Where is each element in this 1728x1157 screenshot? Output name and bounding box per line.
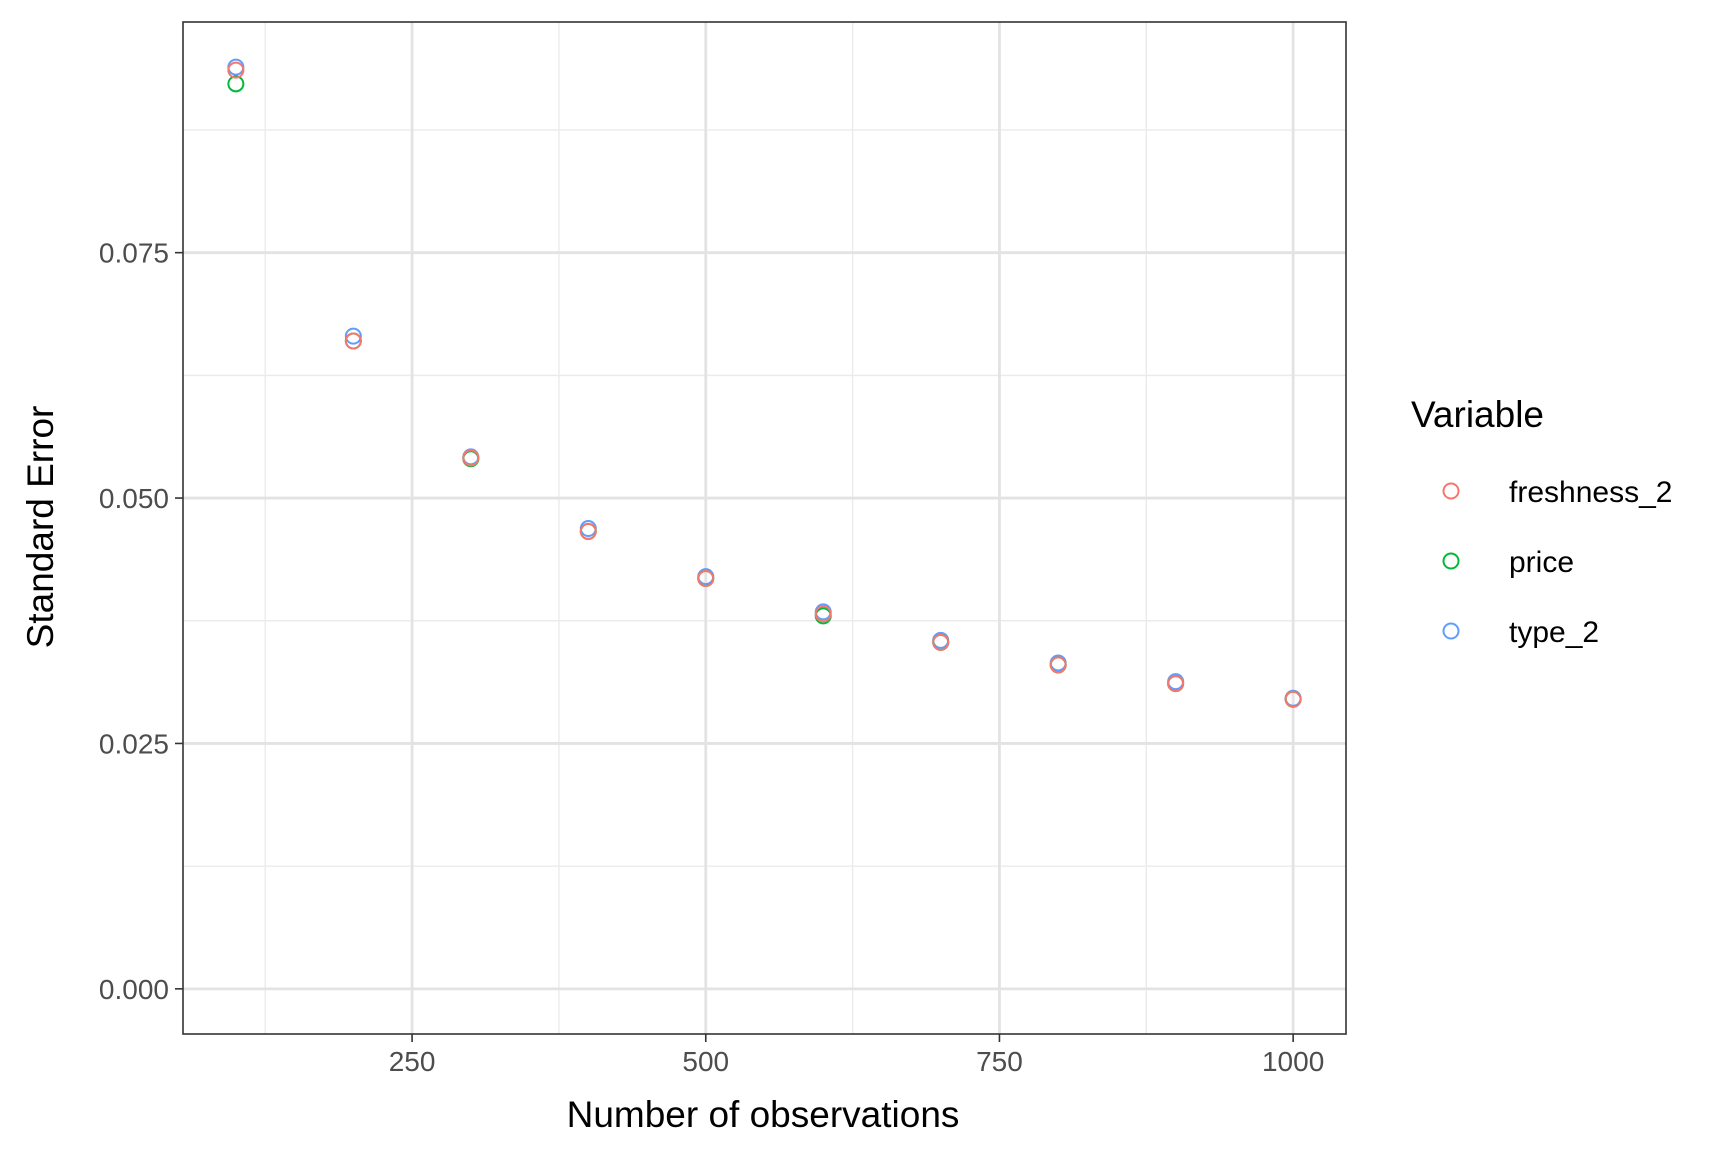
data-point bbox=[697, 570, 715, 588]
legend-key bbox=[1442, 622, 1460, 640]
x-tick-label: 250 bbox=[389, 1046, 436, 1077]
y-tick-label: 0.000 bbox=[99, 974, 169, 1005]
x-tick-label: 500 bbox=[682, 1046, 729, 1077]
data-point bbox=[344, 332, 362, 350]
legend-item-price: price bbox=[1442, 546, 1574, 579]
data-point bbox=[1049, 656, 1067, 674]
legend-label: type_2 bbox=[1509, 616, 1599, 649]
legend-item-freshness_2: freshness_2 bbox=[1442, 476, 1672, 509]
legend-label: freshness_2 bbox=[1509, 476, 1672, 509]
data-point bbox=[579, 522, 597, 540]
x-tick-label: 1000 bbox=[1262, 1046, 1324, 1077]
data-point bbox=[814, 605, 832, 623]
grid-lines bbox=[183, 22, 1346, 1034]
legend-label: price bbox=[1509, 546, 1574, 579]
legend-item-type_2: type_2 bbox=[1442, 616, 1599, 649]
y-tick-label: 0.050 bbox=[99, 483, 169, 514]
legend-key bbox=[1442, 552, 1460, 570]
data-point bbox=[462, 449, 480, 467]
data-point bbox=[1284, 690, 1302, 708]
series-freshness_2 bbox=[227, 61, 1302, 708]
axes: 250 500 750 1000 0.000 0.025 0.050 0.075 bbox=[99, 238, 1324, 1077]
data-point bbox=[227, 61, 245, 79]
legend-key bbox=[1442, 482, 1460, 500]
data-point bbox=[344, 327, 362, 345]
x-axis-title: Number of observations bbox=[567, 1094, 960, 1135]
data-point bbox=[1167, 675, 1185, 693]
data-points bbox=[227, 58, 1302, 708]
legend-title: Variable bbox=[1411, 394, 1544, 435]
data-point bbox=[227, 75, 245, 93]
plot-panel-border bbox=[182, 21, 1347, 1035]
y-axis-title: Standard Error bbox=[20, 406, 61, 649]
x-tick-label: 750 bbox=[976, 1046, 1023, 1077]
data-point bbox=[932, 633, 950, 651]
y-tick-label: 0.075 bbox=[99, 238, 169, 269]
y-tick-label: 0.025 bbox=[99, 728, 169, 759]
